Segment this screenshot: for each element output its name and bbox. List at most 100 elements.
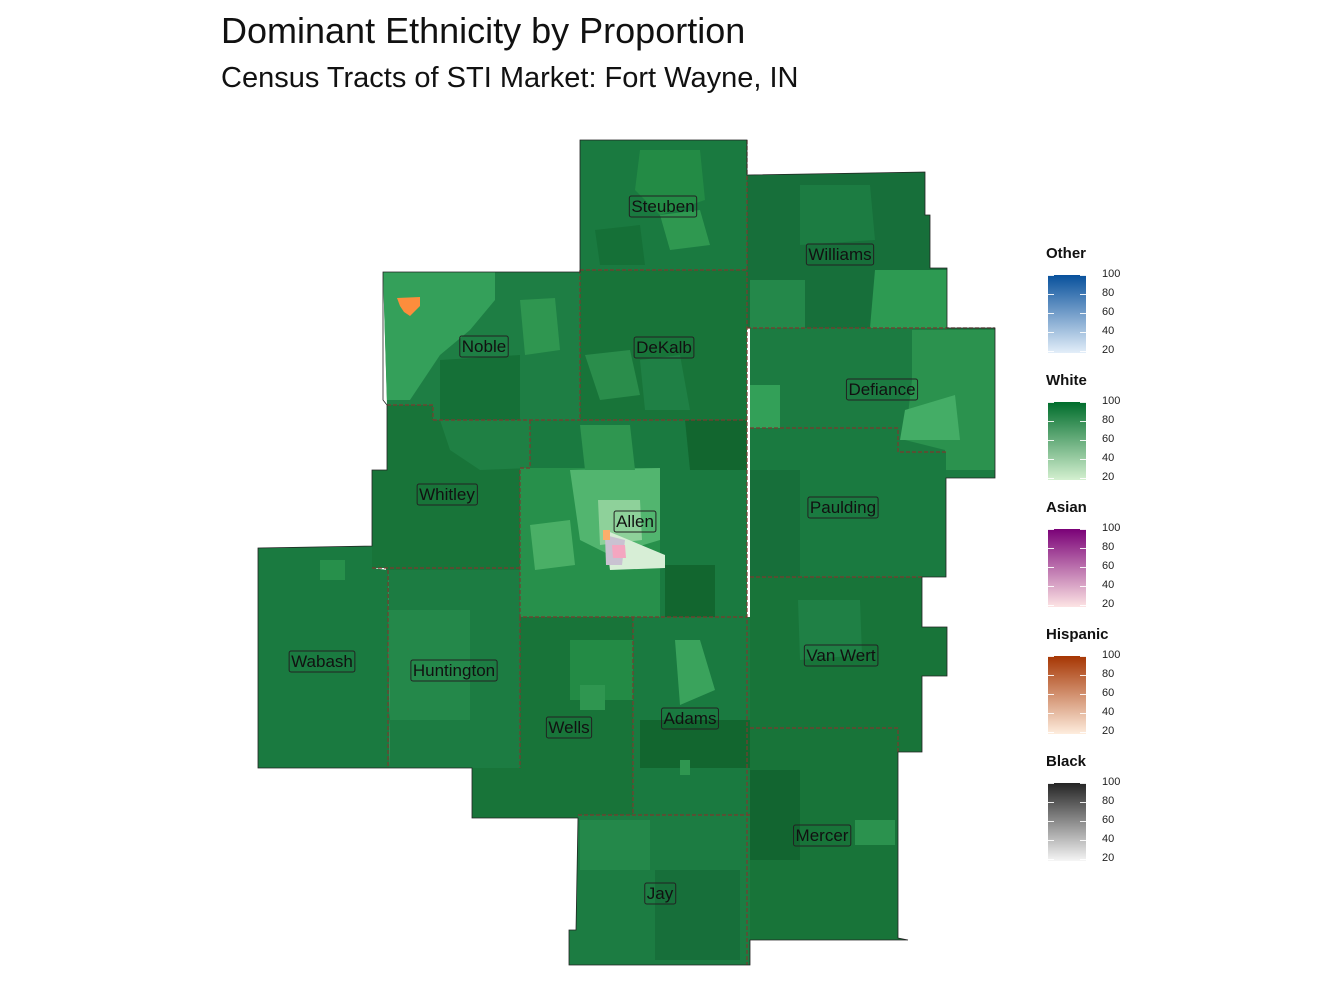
county-label-text: Steuben	[631, 197, 694, 216]
county-label-box	[807, 496, 879, 519]
legend-tick-label: 100	[1102, 522, 1121, 534]
legend-tick-label: 20	[1102, 471, 1115, 483]
county-label-box	[805, 243, 875, 266]
county-label-paulding: Paulding	[807, 496, 879, 519]
legend-white: White 100 80 60 40 20	[1046, 372, 1156, 499]
county-label-box	[613, 510, 657, 533]
county-adams	[633, 617, 750, 815]
county-label-text: Whitley	[419, 485, 475, 504]
county-label-box	[633, 336, 695, 359]
county-label-text: Huntington	[413, 661, 495, 680]
county-label-text: Adams	[664, 709, 717, 728]
county-label-text: Jay	[647, 884, 674, 903]
legend-tick-label: 100	[1102, 776, 1121, 788]
county-label-huntington: Huntington	[410, 659, 498, 682]
county-defiance	[750, 328, 995, 478]
legend-tick-label: 60	[1102, 687, 1115, 699]
legend-tick-label: 40	[1102, 325, 1115, 337]
legend-asian: Asian 100 80 60 40 20	[1046, 499, 1156, 626]
legend-tick-label: 60	[1102, 560, 1115, 572]
legend-tick-label: 100	[1102, 395, 1121, 407]
county-label-text: Mercer	[796, 826, 849, 845]
legend-colorbar	[1048, 529, 1086, 607]
legend-hispanic: Hispanic 100 80 60 40 20	[1046, 626, 1156, 753]
county-label-adams: Adams	[661, 707, 719, 730]
county-label-jay: Jay	[644, 882, 677, 905]
legend-tick-label: 40	[1102, 579, 1115, 591]
legend-tick-label: 20	[1102, 598, 1115, 610]
county-label-text: Wells	[548, 718, 589, 737]
county-label-box	[628, 195, 698, 218]
legend-tick-label: 40	[1102, 706, 1115, 718]
county-dekalb	[580, 270, 747, 420]
legend-tick-label: 80	[1102, 795, 1115, 807]
legend: Other 100 80 60 40 20 White 100 80 60 40 20 Asian 100…	[1046, 245, 1156, 880]
county-label-text: Allen	[616, 512, 654, 531]
legend-tick-label: 80	[1102, 541, 1115, 553]
county-label-text: Noble	[462, 337, 506, 356]
county-label-text: Wabash	[291, 652, 353, 671]
legend-colorbar	[1048, 402, 1086, 480]
county-label-williams: Williams	[805, 243, 875, 266]
market-outline	[257, 139, 996, 966]
legend-tick-label: 100	[1102, 649, 1121, 661]
county-mercer	[750, 728, 908, 940]
legend-title: Black	[1046, 753, 1087, 770]
legend-tick-label: 60	[1102, 814, 1115, 826]
county-label-text: Paulding	[810, 498, 876, 517]
legend-title: Asian	[1046, 499, 1087, 516]
legend-other: Other 100 80 60 40 20	[1046, 245, 1156, 372]
county-label-dekalb: DeKalb	[633, 336, 695, 359]
legend-title: Hispanic	[1046, 626, 1109, 643]
county-label-box	[793, 824, 852, 847]
county-jay	[569, 815, 750, 965]
legend-tick-label: 80	[1102, 287, 1115, 299]
legend-tick-label: 40	[1102, 452, 1115, 464]
county-label-box	[845, 378, 919, 401]
legend-tick-label: 100	[1102, 268, 1121, 280]
legend-tick-label: 80	[1102, 414, 1115, 426]
map-subtitle: Census Tracts of STI Market: Fort Wayne,…	[221, 62, 799, 94]
county-label-box	[288, 650, 356, 673]
county-label-defiance: Defiance	[845, 378, 919, 401]
county-whitley	[372, 405, 530, 570]
county-label-box	[803, 644, 879, 667]
legend-colorbar	[1048, 783, 1086, 861]
county-label-steuben: Steuben	[628, 195, 698, 218]
legend-title: White	[1046, 372, 1087, 389]
county-label-text: Van Wert	[806, 646, 876, 665]
county-label-box	[644, 882, 677, 905]
legend-tick-label: 80	[1102, 668, 1115, 680]
county-williams	[747, 172, 947, 328]
county-label-text: Defiance	[848, 380, 915, 399]
legend-colorbar	[1048, 656, 1086, 734]
county-label-text: DeKalb	[636, 338, 692, 357]
county-label-whitley: Whitley	[416, 483, 478, 506]
county-label-wabash: Wabash	[288, 650, 356, 673]
county-huntington	[388, 570, 520, 768]
county-wabash	[258, 546, 390, 768]
county-label-noble: Noble	[459, 335, 509, 358]
legend-tick-label: 20	[1102, 725, 1115, 737]
legend-tick-label: 60	[1102, 433, 1115, 445]
legend-colorbar	[1048, 275, 1086, 353]
legend-tick-label: 20	[1102, 852, 1115, 864]
county-noble	[383, 272, 580, 420]
county-label-box	[410, 659, 498, 682]
county-label-mercer: Mercer	[793, 824, 852, 847]
county-label-box	[661, 707, 719, 730]
legend-black: Black 100 80 60 40 20	[1046, 753, 1156, 880]
county-boundaries	[372, 140, 995, 965]
legend-title: Other	[1046, 245, 1087, 262]
county-label-van-wert: Van Wert	[803, 644, 879, 667]
county-label-box	[459, 335, 509, 358]
legend-tick-label: 60	[1102, 306, 1115, 318]
county-label-wells: Wells	[545, 716, 593, 739]
county-label-text: Williams	[808, 245, 871, 264]
county-label-allen: Allen	[613, 510, 657, 533]
legend-tick-label: 20	[1102, 344, 1115, 356]
county-steuben	[580, 140, 747, 270]
county-paulding	[750, 428, 946, 577]
county-label-box	[545, 716, 593, 739]
